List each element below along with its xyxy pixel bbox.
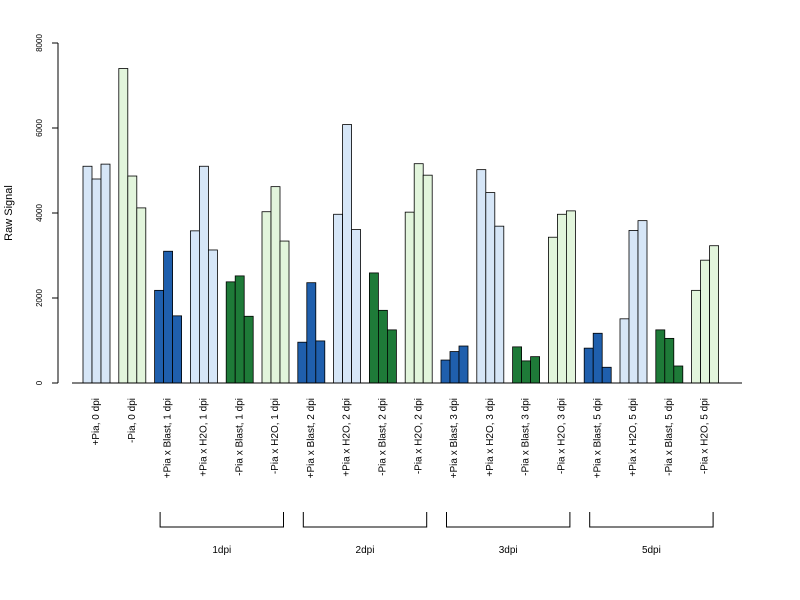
bar	[127, 175, 138, 384]
x-tick-label: +Pia x Blast, 2 dpi	[306, 398, 317, 478]
x-tick-labels: +Pia, 0 dpi -Pia, 0 dpi +Pia x Blast, 1 dp…	[91, 398, 711, 478]
bar	[494, 225, 505, 384]
y-axis-label: Raw Signal	[3, 185, 15, 241]
bar	[530, 356, 540, 384]
bracket-label: 2dpi	[356, 545, 375, 556]
bar	[172, 315, 183, 384]
y-tick-label: 0	[35, 380, 44, 385]
y-tick-label: 6000	[35, 119, 44, 137]
x-tick-label: +Pia, 0 dpi	[91, 398, 102, 446]
x-tick-label: -Pia x H2O, 5 dpi	[700, 398, 711, 474]
bracket	[589, 512, 714, 528]
bracket	[302, 512, 428, 528]
bars	[82, 68, 719, 384]
bar	[601, 366, 612, 384]
bar	[136, 207, 147, 384]
bar	[243, 315, 254, 384]
bar	[261, 211, 272, 384]
x-tick-label: -Pia x Blast, 5 dpi	[664, 398, 675, 476]
bar	[566, 210, 576, 384]
bar	[664, 337, 675, 384]
bar	[100, 163, 111, 384]
bracket-label: 5dpi	[642, 545, 661, 556]
bar	[458, 345, 469, 384]
bar	[592, 332, 603, 384]
bar	[673, 365, 684, 384]
bracket	[159, 512, 284, 528]
x-tick-label: +Pia x Blast, 5 dpi	[592, 398, 603, 478]
bar	[297, 341, 308, 384]
bar	[118, 68, 129, 384]
x-tick-label: -Pia, 0 dpi	[127, 398, 138, 443]
bar	[628, 230, 639, 384]
bar	[189, 230, 200, 384]
x-tick-label: -Pia x H2O, 3 dpi	[557, 398, 568, 474]
y-tick-label: 4000	[35, 204, 44, 222]
bar	[270, 186, 281, 384]
x-tick-label: +Pia x H2O, 3 dpi	[485, 398, 496, 477]
bar	[351, 229, 362, 384]
x-tick-label: -Pia x H2O, 2 dpi	[413, 398, 424, 474]
bar	[333, 213, 344, 384]
timepoint-brackets: 1dpi 2dpi 3dpi 5dpi	[159, 512, 714, 556]
bar	[368, 272, 379, 384]
bar	[521, 360, 531, 384]
bracket-label: 1dpi	[212, 545, 231, 556]
x-tick-label: +Pia x Blast, 1 dpi	[163, 398, 174, 478]
bar	[225, 281, 236, 384]
bar	[154, 289, 165, 384]
bar	[512, 346, 522, 384]
bar	[279, 240, 290, 384]
bar	[234, 275, 245, 384]
x-tick-label: +Pia x H2O, 5 dpi	[628, 398, 639, 477]
x-tick-label: -Pia x Blast, 3 dpi	[521, 398, 532, 476]
bar	[198, 165, 209, 384]
y-axis: 0 2000 4000 6000 8000	[35, 34, 59, 385]
bar	[306, 282, 317, 384]
y-tick-label: 8000	[35, 34, 44, 52]
bar	[709, 245, 719, 384]
bar	[91, 178, 102, 384]
bar	[207, 249, 218, 384]
bar	[440, 359, 451, 384]
bar	[82, 165, 93, 384]
bar	[404, 211, 415, 384]
bracket	[446, 512, 571, 528]
bracket-label: 3dpi	[499, 545, 518, 556]
bar	[637, 220, 648, 384]
x-tick-label: -Pia x Blast, 2 dpi	[378, 398, 389, 476]
x-tick-label: +Pia x H2O, 2 dpi	[342, 398, 353, 477]
x-tick-label: +Pia x Blast, 3 dpi	[449, 398, 460, 478]
bar	[700, 259, 710, 384]
bar	[691, 289, 701, 384]
bar	[557, 213, 567, 384]
bar	[485, 192, 496, 384]
bar	[449, 351, 460, 384]
bar	[655, 329, 666, 384]
bar	[583, 347, 594, 384]
x-tick-label: +Pia x H2O, 1 dpi	[199, 398, 210, 477]
x-tick-label: -Pia x Blast, 1 dpi	[234, 398, 245, 476]
bar	[377, 309, 388, 384]
bar	[315, 340, 326, 384]
bar	[476, 169, 487, 384]
y-tick-label: 2000	[35, 289, 44, 307]
bar	[163, 250, 174, 384]
bar	[422, 174, 433, 384]
bar	[548, 236, 558, 384]
bar	[413, 163, 424, 384]
bar	[619, 318, 630, 384]
bar	[342, 124, 353, 384]
bar	[386, 329, 397, 384]
x-tick-label: -Pia x H2O, 1 dpi	[270, 398, 281, 474]
